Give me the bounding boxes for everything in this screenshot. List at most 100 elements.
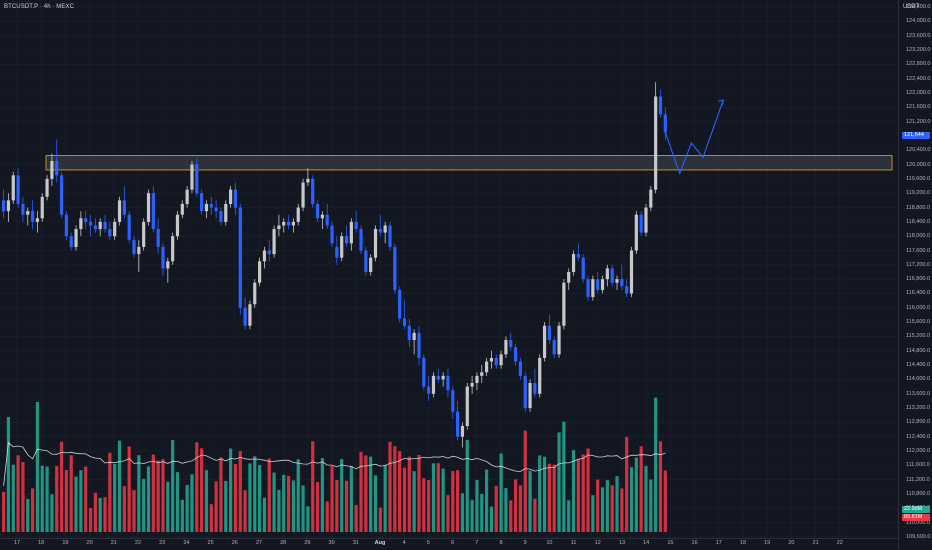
candle-body	[600, 279, 605, 290]
volume-bar	[21, 461, 25, 532]
volume-bar	[485, 469, 489, 532]
volume-bar	[6, 417, 11, 532]
projection-path	[664, 99, 724, 176]
volume-bar	[658, 441, 663, 532]
price-tick: 116,800.0	[906, 276, 931, 283]
price-tick: 116,000.0	[906, 304, 931, 311]
candle-body	[412, 332, 416, 341]
price-tick: 114,000.0	[906, 376, 931, 383]
volume-bar	[470, 499, 474, 532]
candle-body	[571, 254, 576, 272]
candle-body	[113, 221, 117, 237]
resistance-zone	[45, 155, 893, 171]
candle-body	[151, 193, 155, 230]
candle-body	[349, 221, 353, 244]
volume-badge-red: 89.81M	[902, 514, 930, 521]
candlestick-chart[interactable]	[0, 0, 898, 538]
price-axis[interactable]	[898, 0, 932, 550]
volume-bar	[518, 485, 523, 532]
symbol-title[interactable]: BTCUSDT.P · 4h · MEXC	[4, 4, 75, 10]
volume-bar	[436, 463, 440, 532]
candle-body	[35, 218, 40, 222]
candle-body	[504, 340, 508, 355]
volume-bar	[571, 450, 576, 532]
candle-body	[639, 214, 643, 233]
candle-body	[306, 178, 310, 183]
candle-body	[6, 200, 11, 212]
time-axis[interactable]	[0, 538, 898, 550]
volume-bar	[132, 490, 136, 532]
candle-body	[16, 175, 20, 204]
volume-bar	[311, 441, 315, 532]
candle-body	[26, 211, 30, 215]
volume-bar	[412, 471, 416, 532]
candle-body	[311, 178, 315, 204]
volume-bar	[190, 474, 194, 532]
volume-bar	[431, 463, 436, 532]
volume-bar	[229, 448, 233, 532]
last-price-badge: 121,644	[902, 132, 930, 139]
volume-bar	[427, 480, 431, 532]
volume-bar	[335, 480, 339, 532]
candle-body	[117, 200, 122, 222]
candle-body	[195, 164, 199, 194]
price-tick: 120,400.0	[906, 147, 931, 154]
volume-bar	[475, 480, 479, 532]
candle-body	[427, 386, 431, 394]
chart-area[interactable]	[0, 0, 898, 538]
volume-bar	[398, 451, 402, 532]
candle-body	[55, 160, 59, 176]
candle-body	[422, 357, 426, 387]
time-tick: 26	[231, 540, 238, 546]
candle-body	[88, 221, 93, 226]
volume-bar	[200, 448, 204, 532]
volume-bar	[325, 501, 329, 532]
time-tick: 31	[352, 540, 359, 546]
candle-body	[291, 221, 295, 226]
volume-bar	[166, 481, 170, 532]
price-tick: 115,200.0	[906, 333, 931, 340]
volume-bar	[388, 441, 392, 532]
volume-bar	[55, 466, 59, 532]
candle-body	[325, 214, 329, 226]
candle-body	[460, 425, 465, 437]
volume-bar	[340, 459, 344, 532]
volume-bar	[180, 499, 184, 532]
volume-bar	[494, 485, 498, 532]
candle-body	[301, 182, 305, 208]
candle-body	[489, 357, 494, 362]
volume-bar	[296, 459, 300, 532]
candle-body	[122, 200, 126, 215]
price-tick: 117,600.0	[906, 247, 931, 254]
currency-label[interactable]: USDT	[903, 4, 920, 10]
volume-bar	[523, 430, 527, 532]
price-tick: 124,000.0	[906, 18, 931, 25]
price-tick: 118,800.0	[906, 204, 931, 211]
candle-body	[93, 225, 97, 230]
time-tick: 5	[426, 540, 430, 546]
volume-bar	[383, 465, 387, 532]
volume-bar	[175, 472, 180, 532]
volume-bar	[142, 478, 146, 532]
time-tick: 4	[402, 540, 406, 546]
volume-bar	[615, 476, 619, 532]
volume-bar	[629, 467, 634, 532]
volume-bar	[209, 504, 213, 532]
candle-body	[257, 261, 262, 283]
volume-bar	[504, 488, 508, 532]
volume-bar	[567, 500, 571, 532]
candle-body	[64, 214, 68, 237]
candle-body	[378, 229, 382, 233]
candle-body	[30, 211, 35, 222]
price-tick: 122,800.0	[906, 61, 931, 68]
volume-bar	[243, 490, 247, 532]
candle-body	[465, 386, 469, 426]
volume-ma-line	[3, 442, 666, 486]
volume-bar	[634, 457, 638, 532]
price-tick: 118,000.0	[906, 233, 931, 240]
volume-bar	[238, 451, 242, 532]
price-tick: 118,400.0	[906, 218, 931, 225]
volume-bar	[620, 488, 624, 532]
candle-body	[50, 160, 54, 179]
candle-body	[567, 272, 571, 283]
